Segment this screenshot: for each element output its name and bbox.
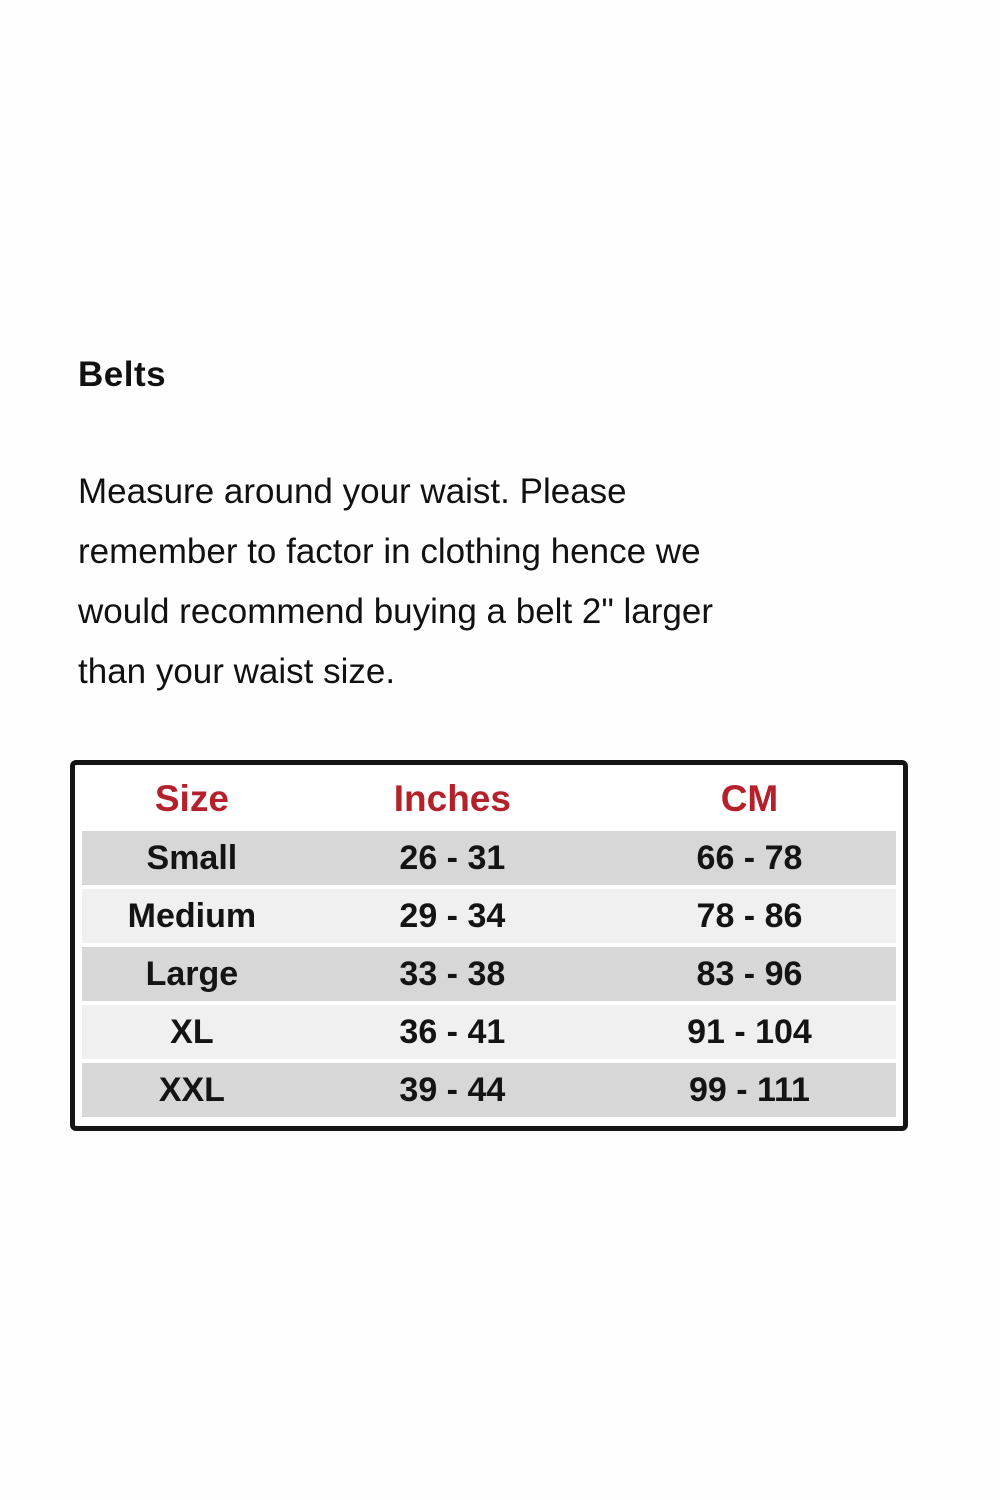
cell-size: XL xyxy=(82,1005,302,1059)
intro-line: remember to factor in clothing hence we xyxy=(78,532,701,571)
cell-size: XXL xyxy=(82,1063,302,1117)
table-row: XXL 39 - 44 99 - 111 xyxy=(82,1063,896,1117)
cell-size: Large xyxy=(82,947,302,1001)
intro-line: than your waist size. xyxy=(78,652,396,691)
cell-inches: 36 - 41 xyxy=(301,1005,603,1059)
cell-inches: 39 - 44 xyxy=(301,1063,603,1117)
cell-cm: 66 - 78 xyxy=(602,831,896,885)
intro-paragraph: Measure around your waist. Please rememb… xyxy=(78,462,878,702)
table-row: XL 36 - 41 91 - 104 xyxy=(82,1005,896,1059)
intro-line: Measure around your waist. Please xyxy=(78,472,627,511)
cell-inches: 26 - 31 xyxy=(301,831,603,885)
size-chart-table: Size Inches CM Small 26 - 31 66 - 78 Med… xyxy=(82,767,896,1121)
intro-line: would recommend buying a belt 2" larger xyxy=(78,592,713,631)
column-header-inches: Inches xyxy=(301,771,603,827)
belt-size-table: Size Inches CM Small 26 - 31 66 - 78 Med… xyxy=(70,760,908,1131)
cell-size: Small xyxy=(82,831,302,885)
cell-cm: 91 - 104 xyxy=(602,1005,896,1059)
cell-size: Medium xyxy=(82,889,302,943)
page-title: Belts xyxy=(78,355,167,394)
table-row: Small 26 - 31 66 - 78 xyxy=(82,831,896,885)
column-header-size: Size xyxy=(82,771,302,827)
table-row: Large 33 - 38 83 - 96 xyxy=(82,947,896,1001)
cell-inches: 29 - 34 xyxy=(301,889,603,943)
cell-cm: 83 - 96 xyxy=(602,947,896,1001)
cell-cm: 78 - 86 xyxy=(602,889,896,943)
table-header-row: Size Inches CM xyxy=(82,771,896,827)
cell-cm: 99 - 111 xyxy=(602,1063,896,1117)
table-row: Medium 29 - 34 78 - 86 xyxy=(82,889,896,943)
column-header-cm: CM xyxy=(602,771,896,827)
cell-inches: 33 - 38 xyxy=(301,947,603,1001)
